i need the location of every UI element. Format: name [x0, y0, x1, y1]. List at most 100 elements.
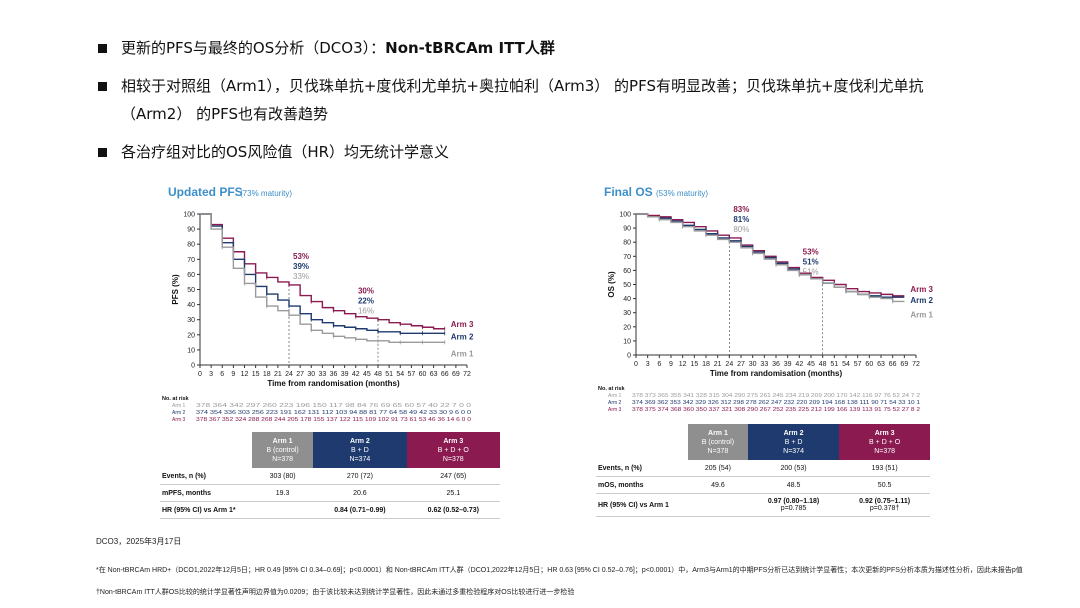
pfs-table-col-header-line: N=378: [272, 455, 294, 463]
os-x-axis-label: Time from randomisation (months): [710, 369, 843, 378]
pfs-x-tick-label: 72: [463, 371, 471, 378]
os-series-arm-2: [636, 213, 905, 298]
os-table-cell: 49.6: [688, 476, 748, 494]
os-y-tick-label: 90: [623, 226, 631, 233]
os-x-tick-label: 66: [889, 361, 897, 368]
os-table-col-header-line: B (control): [701, 438, 735, 446]
pfs-table-cell-value: 303 (80): [269, 472, 296, 480]
pfs-panel: Updated PFS (73% maturity) 0 10 20 30 40 50 60 70…: [160, 182, 510, 436]
os-y-tick-label: 100: [619, 212, 631, 219]
os-table-col-header-line: Arm 2: [783, 429, 804, 437]
dco-date: DCO3，2025年3月17日: [96, 537, 182, 546]
os-x-tick-label: 6: [657, 361, 661, 368]
pfs-table-cell-value: 0.62 (0.52–0.73): [427, 506, 479, 514]
os-x-tick-label: 54: [842, 361, 850, 368]
bullet-text: 各治疗组对比的OS风险值（HR）均无统计学意义: [121, 143, 450, 161]
os-table-row-label: Events, n (%): [596, 460, 688, 477]
os-at-risk-arm: Arm 1: [608, 393, 622, 399]
pfs-at-risk-values: 378 364 342 297 260 223 196 150 117 98 8…: [196, 403, 471, 409]
os-landmark-label: 80%: [733, 225, 749, 234]
pfs-table-col-header-line: N=374: [349, 455, 371, 463]
os-x-tick-label: 24: [725, 361, 733, 368]
bullet-text-line2: （Arm2） 的PFS也有改善趋势: [121, 105, 329, 123]
pfs-table-cell: 0.62 (0.52–0.73): [406, 501, 500, 519]
os-table-cell: 193 (51): [839, 460, 930, 477]
os-table-row: Events, n (%) 205 (54) 200 (53) 193 (51): [596, 460, 930, 477]
os-x-tick-label: 51: [830, 361, 838, 368]
os-series-arm-1: [636, 213, 905, 303]
pfs-table-col-header-line: Arm 1: [272, 437, 293, 445]
os-table-col-header-line: Arm 1: [708, 429, 728, 437]
pfs-series-arm-2: [200, 213, 445, 334]
pfs-at-risk-arm: Arm 3: [172, 417, 186, 423]
os-table-cell: 0.92 (0.75–1.11) p=0.378†: [839, 493, 930, 517]
os-landmark-label: 51%: [803, 257, 819, 266]
os-series-label: Arm 1: [910, 310, 933, 319]
bullet-text-bold: Non-tBRCAm ITT人群: [385, 39, 555, 57]
os-x-tick-label: 12: [679, 361, 687, 368]
os-table-row: HR (95% CI) vs Arm 1 0.97 (0.80–1.18) p=0.…: [596, 493, 930, 517]
pfs-table-cell-value: 0.84 (0.71–0.99): [334, 506, 386, 514]
os-table-cell-pvalue: p=0.378†: [869, 505, 900, 512]
pfs-series-label: Arm 3: [451, 320, 474, 329]
pfs-table-cell-value: 247 (65): [440, 472, 467, 480]
os-table-cell: 205 (54): [688, 460, 748, 477]
pfs-table-col-header-line: B (control): [266, 446, 299, 454]
bullet-text-line1: 相较于对照组（Arm1），贝伐珠单抗+度伐利尤单抗+奥拉帕利（Arm3） 的PF…: [121, 77, 924, 95]
os-x-tick-label: 72: [912, 361, 920, 368]
os-y-tick-label: 10: [623, 338, 631, 345]
pfs-x-tick-label: 69: [452, 371, 460, 378]
pfs-landmark-label: 22%: [358, 297, 374, 306]
os-series-label: Arm 3: [910, 285, 933, 294]
pfs-y-tick-label: 40: [187, 302, 195, 309]
os-x-tick-label: 18: [702, 361, 710, 368]
os-x-tick-label: 42: [795, 361, 803, 368]
os-y-tick-label: 80: [623, 240, 631, 247]
pfs-x-tick-label: 24: [285, 371, 293, 378]
pfs-x-tick-label: 9: [231, 371, 235, 378]
os-x-tick-label: 60: [865, 361, 873, 368]
os-table-cell-pvalue: p=0.785: [780, 505, 807, 512]
bullet-item: 各治疗组对比的OS风险值（HR）均无统计学意义: [98, 138, 1048, 166]
pfs-table-row-label: Events, n (%): [160, 468, 252, 485]
os-x-tick-label: 45: [807, 361, 815, 368]
os-chart: Final OS (53% maturity)010203040506070809…: [598, 185, 934, 413]
os-x-tick-label: 33: [760, 361, 768, 368]
pfs-x-tick-label: 60: [419, 371, 427, 378]
os-y-tick-label: 20: [623, 324, 631, 331]
pfs-x-tick-label: 33: [318, 371, 326, 378]
bullet-square-icon: [98, 44, 107, 53]
os-x-tick-label: 9: [669, 361, 673, 368]
pfs-landmark-label: 39%: [293, 262, 309, 271]
pfs-x-tick-label: 39: [341, 371, 349, 378]
pfs-y-tick-label: 10: [187, 347, 195, 354]
os-table-col-header-line: Arm 3: [874, 429, 895, 437]
pfs-x-tick-label: 3: [209, 371, 213, 378]
os-landmark-label: 53%: [803, 247, 819, 256]
pfs-x-tick-label: 45: [363, 371, 371, 378]
pfs-x-tick-label: 6: [220, 371, 224, 378]
pfs-at-risk-arm: Arm 1: [172, 403, 186, 409]
pfs-x-tick-label: 18: [263, 371, 271, 378]
pfs-table-cell: 25.1: [406, 484, 500, 502]
pfs-table-cell-value: 20.6: [353, 489, 367, 497]
pfs-y-tick-label: 0: [191, 363, 195, 370]
bullet-text: 更新的PFS与最终的OS分析（DCO3）：Non-tBRCAm ITT人群: [121, 34, 555, 62]
pfs-at-risk-arm: Arm 2: [172, 410, 186, 416]
pfs-y-tick-label: 50: [187, 287, 195, 294]
os-table-cell-value: 50.5: [877, 481, 892, 489]
pfs-x-tick-label: 12: [241, 371, 249, 378]
os-y-axis-label: OS (%): [607, 271, 616, 298]
footnote-1: *在 Non-tBRCAm HRD+（DCO1,2022年12月5日；HR 0.…: [96, 567, 1023, 574]
pfs-chart-title: Updated PFS: [168, 185, 243, 199]
pfs-y-axis-label: PFS (%): [171, 274, 180, 305]
pfs-x-tick-label: 30: [307, 371, 315, 378]
os-table-col-header-line: N=378: [707, 447, 729, 455]
pfs-chart-subtitle: (73% maturity): [240, 189, 292, 198]
os-table-row-label: HR (95% CI) vs Arm 1: [596, 493, 688, 517]
